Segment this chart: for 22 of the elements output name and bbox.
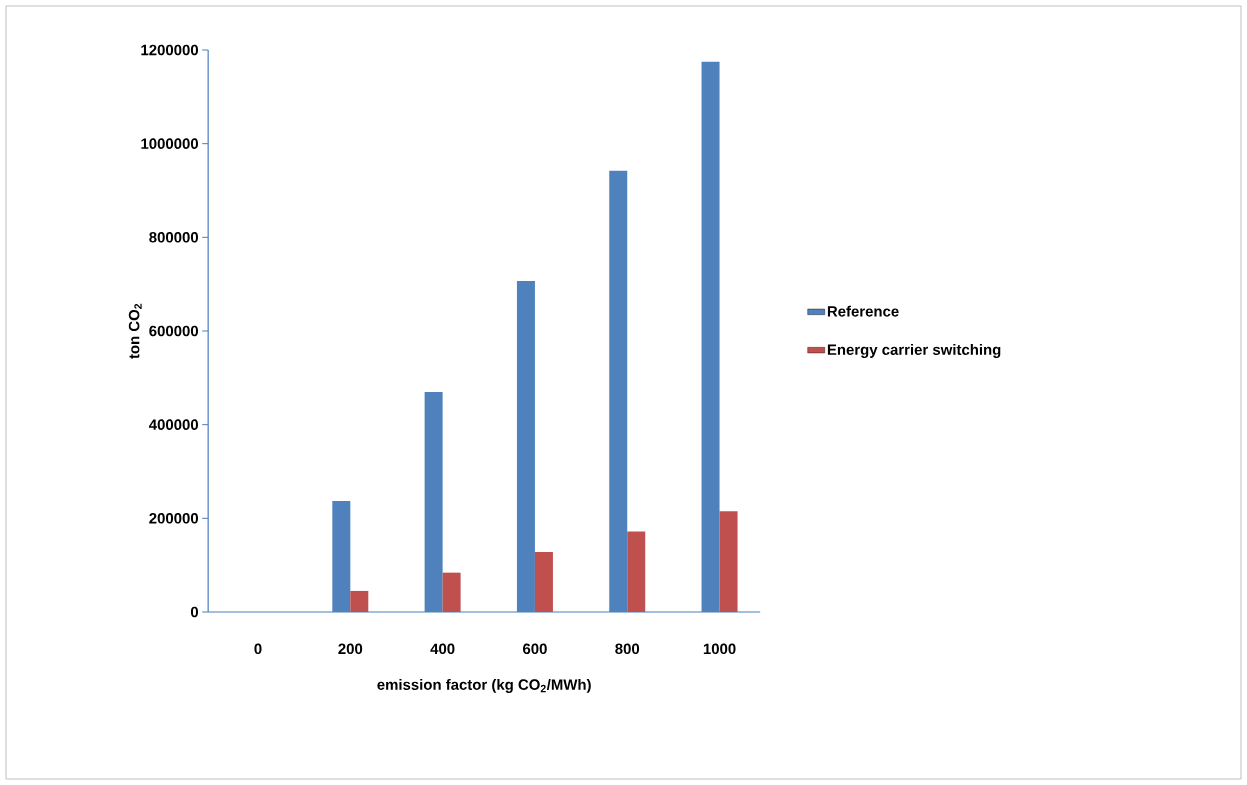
x-tick-label: 0 [254, 643, 262, 655]
y-tick-label: 600000 [149, 325, 198, 337]
bar [350, 590, 369, 612]
y-tick-label: 0 [190, 606, 199, 618]
x-tick-label: 200 [338, 643, 363, 655]
bar [442, 572, 461, 612]
legend-label: Energy carrier switching [827, 343, 1001, 358]
y-tick-label: 200000 [149, 513, 198, 524]
bar [627, 531, 646, 612]
bar [534, 552, 553, 612]
y-tick-label: 800000 [149, 232, 198, 243]
y-tick-label: 1200000 [141, 44, 198, 56]
y-tick-label: 400000 [148, 419, 198, 430]
legend-label: Reference [827, 305, 899, 317]
y-axis-title: ton CO$_{2}$ [128, 303, 142, 359]
x-axis-title: emission factor (kg CO$_{2}$/MWh) [377, 678, 591, 693]
bar [719, 511, 738, 612]
x-tick-label: 400 [430, 643, 455, 655]
x-tick-label: 800 [615, 643, 640, 655]
x-tick-label: 1000 [703, 643, 736, 655]
y-tick-label: 1000000 [141, 138, 198, 149]
x-tick-label: 600 [523, 643, 547, 655]
